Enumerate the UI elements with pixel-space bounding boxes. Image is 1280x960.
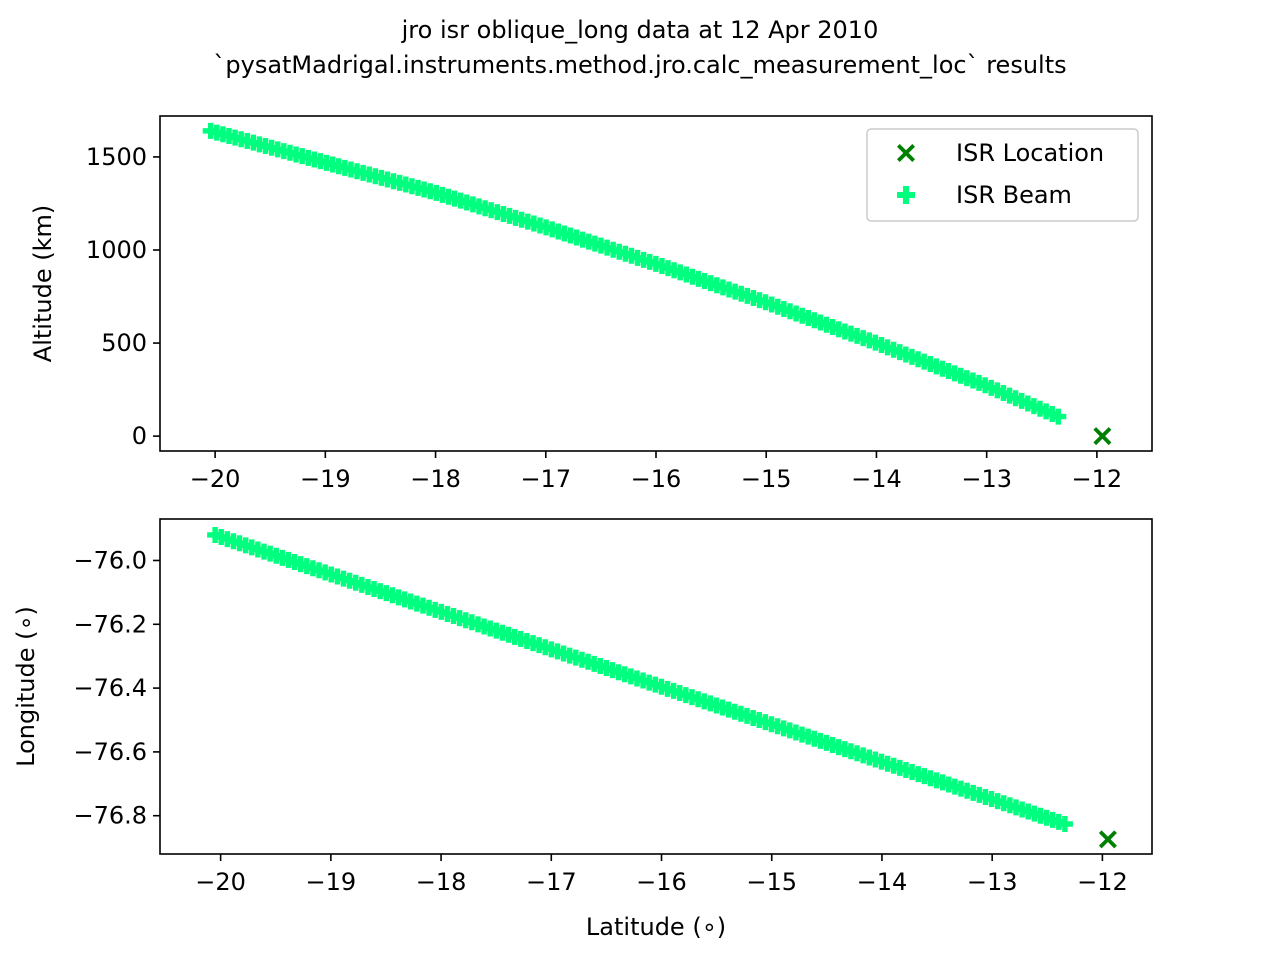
y-tick-label: 0 [132, 422, 147, 450]
y-tick-label: 500 [101, 329, 147, 357]
x-tick-label: −16 [631, 465, 682, 493]
legend-location-label: ISR Location [956, 139, 1104, 167]
x-tick-label: −18 [410, 465, 461, 493]
x-tick-label: −20 [190, 465, 241, 493]
x-tick-label: −17 [526, 868, 577, 896]
y-tick-label: −76.4 [73, 674, 147, 702]
y-tick-label: −76.8 [73, 802, 147, 830]
x-tick-label: −14 [857, 868, 908, 896]
x-tick-label: −20 [195, 868, 246, 896]
x-tick-label: −13 [961, 465, 1012, 493]
subplot-1: −20 −19 −18 −17 −16 −15 −14 −13 −12 0 500 1000 1500 A… [29, 115, 1153, 493]
legend-beam-label: ISR Beam [956, 181, 1072, 209]
x-tick-label: −12 [1072, 465, 1123, 493]
y-axis-label: Altitude (km) [29, 205, 57, 362]
beam-point [1056, 816, 1073, 833]
legend: ISR Location ISR Beam [866, 128, 1139, 222]
x-tick-label: −19 [300, 465, 351, 493]
figure-title: jro isr oblique_long data at 12 Apr 2010 [401, 16, 879, 44]
legend-location-marker [897, 144, 915, 162]
x-tick-label: −15 [741, 465, 792, 493]
x-tick-label: −16 [636, 868, 687, 896]
legend-box [866, 128, 1139, 222]
location-point [1093, 427, 1112, 446]
x-tick-label: −19 [306, 868, 357, 896]
x-tick-label: −14 [851, 465, 902, 493]
y-tick-label: −76.0 [73, 546, 147, 574]
legend-beam-marker [897, 186, 915, 204]
figure-subtitle: `pysatMadrigal.instruments.method.jro.ca… [213, 51, 1067, 79]
x-tick-label: −15 [746, 868, 797, 896]
subplot-2: −20 −19 −18 −17 −16 −15 −14 −13 −12 −76.0 −76.2 −76… [12, 518, 1153, 941]
x-tick-label: −13 [967, 868, 1018, 896]
plot-area [202, 122, 1112, 446]
y-tick-label: −76.2 [73, 610, 147, 638]
x-tick-label: −12 [1077, 868, 1128, 896]
location-point [1098, 830, 1117, 849]
beam-point [1050, 408, 1067, 425]
plot-area [207, 526, 1117, 849]
y-tick-label: 1500 [86, 143, 147, 171]
x-tick-label: −17 [520, 465, 571, 493]
y-tick-label: 1000 [86, 236, 147, 264]
axes-frame [159, 518, 1153, 855]
x-axis-label: Latitude (∘) [586, 913, 726, 941]
x-tick-label: −18 [416, 868, 467, 896]
y-axis-label: Longitude (∘) [12, 606, 40, 767]
y-tick-label: −76.6 [73, 738, 147, 766]
